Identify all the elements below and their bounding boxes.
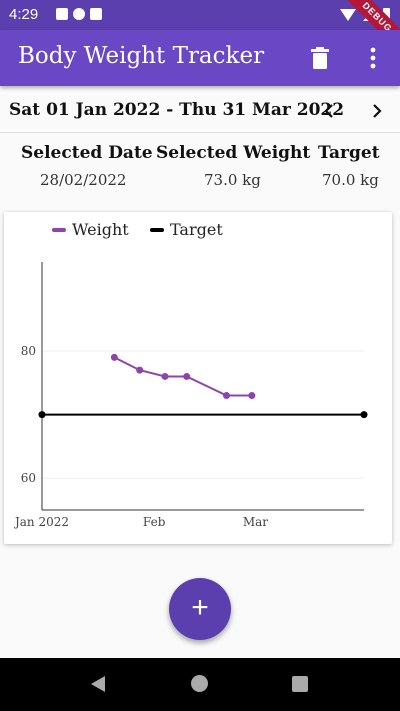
legend-target[interactable]: Target bbox=[150, 220, 223, 239]
target-value: 70.0 kg bbox=[322, 171, 379, 189]
chevron-left-icon[interactable] bbox=[318, 100, 340, 122]
legend-weight-label: Weight bbox=[72, 220, 129, 239]
selected-date-heading: Selected Date bbox=[21, 143, 153, 163]
chevron-right-icon[interactable] bbox=[366, 100, 388, 122]
legend-weight[interactable]: Weight bbox=[52, 220, 129, 239]
chart-card bbox=[4, 212, 392, 544]
app-title: Body Weight Tracker bbox=[18, 43, 265, 69]
more-vert-icon[interactable] bbox=[365, 46, 381, 70]
selected-weight-heading: Selected Weight bbox=[156, 143, 311, 163]
recents-icon[interactable] bbox=[292, 676, 308, 692]
target-swatch bbox=[150, 227, 164, 232]
date-range-label[interactable]: Sat 01 Jan 2022 - Thu 31 Mar 2022 bbox=[9, 100, 345, 120]
status-time: 4:29 bbox=[9, 6, 39, 23]
add-entry-button[interactable]: + bbox=[169, 578, 231, 640]
back-icon[interactable] bbox=[91, 676, 105, 692]
target-heading: Target bbox=[318, 143, 380, 163]
app-bar: Body Weight Tracker bbox=[0, 30, 400, 86]
legend-target-label: Target bbox=[170, 220, 223, 239]
wifi-icon bbox=[340, 8, 356, 21]
home-icon[interactable] bbox=[191, 675, 208, 692]
notification-circle-icon bbox=[73, 8, 85, 20]
selected-weight-value: 73.0 kg bbox=[204, 171, 261, 189]
status-bar: 4:29 DEBUG bbox=[0, 0, 400, 56]
weight-swatch bbox=[52, 227, 66, 232]
selected-date-value: 28/02/2022 bbox=[40, 171, 127, 189]
system-nav-bar bbox=[0, 658, 400, 711]
trash-icon[interactable] bbox=[310, 46, 330, 70]
notification-a-icon bbox=[56, 8, 68, 20]
sd-card-icon bbox=[90, 8, 102, 20]
date-range-bar: Sat 01 Jan 2022 - Thu 31 Mar 2022 bbox=[0, 90, 400, 133]
notification-icons bbox=[56, 8, 102, 20]
